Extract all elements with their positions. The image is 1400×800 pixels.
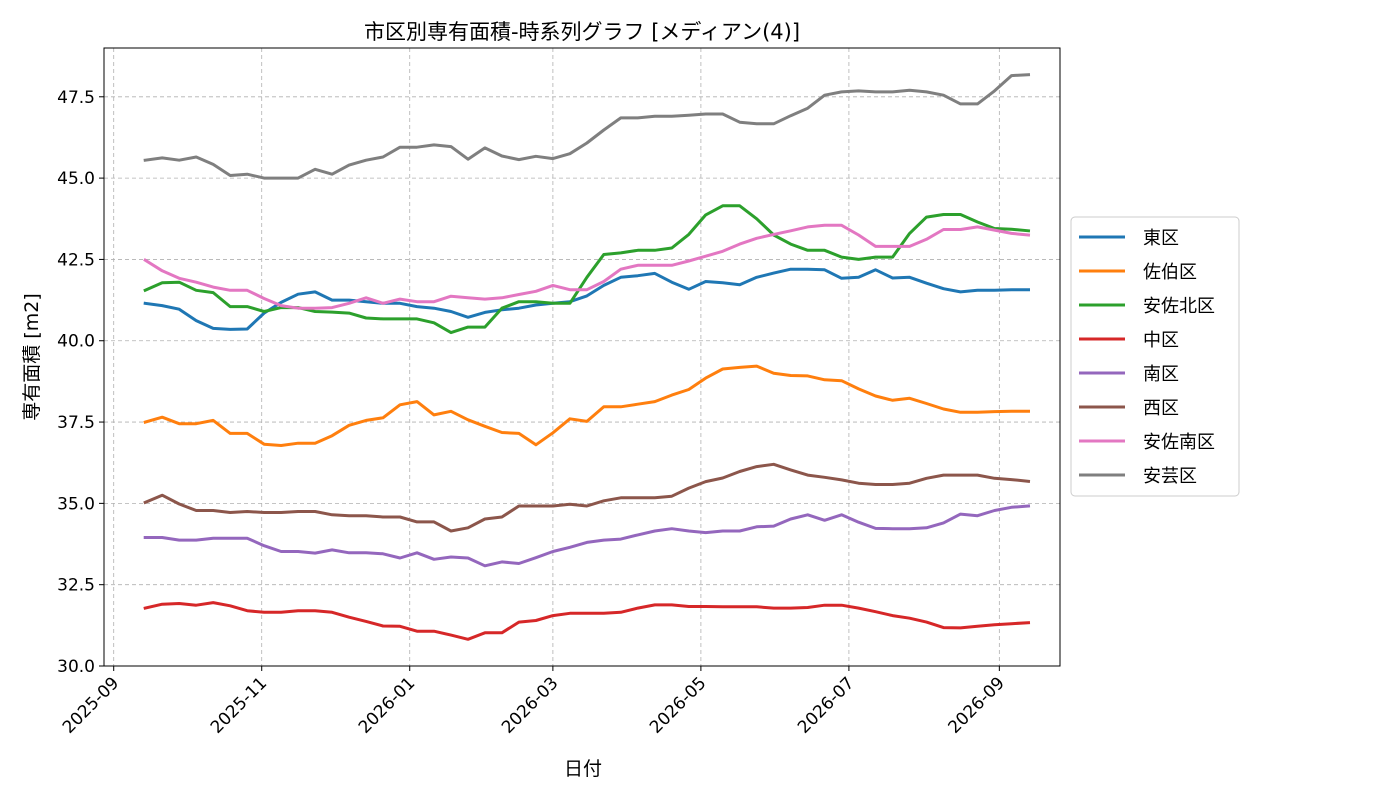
y-axis-title: 専有面積 [m2] — [21, 293, 43, 420]
legend-label: 東区 — [1143, 228, 1179, 249]
y-tick-label: 40.0 — [57, 332, 95, 352]
series-line-0 — [143, 267, 1030, 331]
y-tick-label: 35.0 — [57, 494, 95, 514]
legend-label: 安佐北区 — [1143, 296, 1215, 317]
series-line-6 — [143, 223, 1031, 310]
chart-title: 市区別専有面積-時系列グラフ [メディアン(4)] — [364, 20, 800, 44]
legend-label: 安佐南区 — [1143, 432, 1215, 453]
legend-label: 佐伯区 — [1143, 262, 1197, 283]
series-line-1 — [143, 364, 1030, 447]
x-axis-title: 日付 — [564, 758, 602, 780]
series-line-4 — [143, 504, 1031, 568]
y-tick-label: 32.5 — [57, 576, 95, 596]
y-tick-label: 47.5 — [57, 88, 95, 108]
legend-label: 安芸区 — [1143, 466, 1197, 487]
legend-box — [1070, 216, 1240, 497]
legend-label: 中区 — [1143, 330, 1179, 351]
series-line-5 — [143, 462, 1031, 533]
series-line-3 — [143, 601, 1031, 641]
y-tick-label: 42.5 — [57, 250, 95, 270]
series-lines — [143, 73, 1031, 641]
plot-frame — [103, 47, 1061, 667]
legend-label: 南区 — [1143, 364, 1179, 385]
series-line-7 — [143, 73, 1031, 180]
y-tick-label: 30.0 — [57, 657, 95, 677]
y-axis: 30.0 32.5 35.0 37.5 40.0 42.5 45.0 47.5 — [57, 88, 104, 677]
legend-label: 西区 — [1143, 398, 1179, 419]
y-tick-label: 45.0 — [57, 169, 95, 189]
y-tick-label: 37.5 — [57, 413, 95, 433]
